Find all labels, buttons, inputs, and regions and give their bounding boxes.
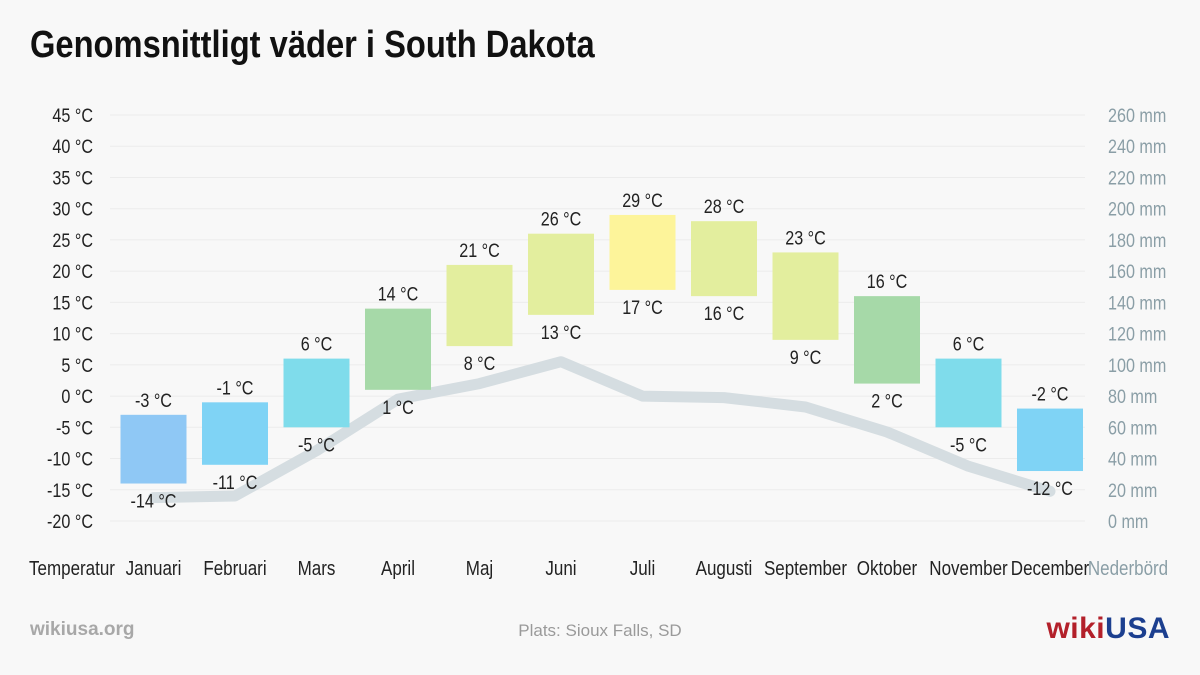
- high-temp-label: 21 °C: [459, 240, 500, 262]
- temp-tick-label: -20 °C: [47, 511, 93, 533]
- temp-tick-label: 5 °C: [61, 355, 93, 377]
- high-temp-label: 29 °C: [622, 190, 663, 212]
- low-temp-label: 17 °C: [622, 297, 663, 319]
- precip-tick-label: 180 mm: [1108, 230, 1166, 252]
- month-label: Januari: [126, 557, 182, 580]
- low-temp-label: 16 °C: [704, 303, 745, 325]
- month-label: November: [929, 557, 1007, 580]
- low-temp-label: 8 °C: [464, 353, 496, 375]
- grid-lines: [110, 114, 1085, 522]
- high-temp-label: -3 °C: [135, 390, 172, 412]
- temp-bar: [609, 214, 676, 290]
- precip-tick-label: 140 mm: [1108, 292, 1166, 314]
- high-temp-label: -1 °C: [217, 377, 254, 399]
- temp-tick-label: -5 °C: [56, 417, 93, 439]
- temp-bar: [935, 358, 1002, 428]
- low-temp-label: -12 °C: [1027, 478, 1073, 500]
- month-label: Augusti: [696, 557, 753, 580]
- low-temp-label: 9 °C: [790, 347, 822, 369]
- temp-tick-label: 45 °C: [52, 105, 93, 127]
- temp-bar: [283, 358, 350, 428]
- precip-tick-label: 60 mm: [1108, 417, 1157, 439]
- low-temp-label: -5 °C: [950, 434, 987, 456]
- month-label: Oktober: [857, 557, 917, 580]
- temp-tick-label: 20 °C: [52, 261, 93, 283]
- location-label: Plats: Sioux Falls, SD: [518, 621, 682, 640]
- high-temp-label: 6 °C: [953, 333, 985, 355]
- x-label-precipitation: Nederbörd: [1088, 557, 1168, 580]
- precip-tick-label: 160 mm: [1108, 261, 1166, 283]
- month-label: Juni: [545, 557, 576, 580]
- precip-tick-label: 260 mm: [1108, 105, 1166, 127]
- temp-tick-label: 0 °C: [61, 386, 93, 408]
- temp-tick-label: 25 °C: [52, 230, 93, 252]
- precipitation-layer: [148, 356, 1056, 504]
- temp-tick-label: 15 °C: [52, 292, 93, 314]
- temp-tick-label: 30 °C: [52, 198, 93, 220]
- precip-tick-label: 120 mm: [1108, 323, 1166, 345]
- temp-bar: [772, 252, 839, 340]
- month-label: April: [381, 557, 415, 580]
- temp-bar: [1017, 408, 1083, 472]
- high-temp-label: 23 °C: [785, 227, 826, 249]
- precip-tick-label: 240 mm: [1108, 136, 1166, 158]
- high-temp-label: 16 °C: [867, 271, 908, 293]
- low-temp-label: 13 °C: [541, 322, 582, 344]
- temp-bar: [365, 308, 431, 390]
- temp-bar: [528, 233, 594, 315]
- high-temp-label: -2 °C: [1032, 383, 1069, 405]
- high-temp-label: 26 °C: [541, 208, 582, 230]
- temp-bar: [691, 221, 757, 297]
- temperature-bars: [120, 214, 1083, 484]
- precip-tick-label: 100 mm: [1108, 355, 1166, 377]
- precip-tick-label: 20 mm: [1108, 480, 1157, 502]
- month-label: December: [1011, 557, 1089, 580]
- high-temp-label: 28 °C: [704, 196, 745, 218]
- precip-tick-label: 80 mm: [1108, 386, 1157, 408]
- temp-tick-label: -15 °C: [47, 480, 93, 502]
- site-name[interactable]: wikiusa.org: [30, 619, 135, 640]
- low-temp-label: -5 °C: [298, 434, 335, 456]
- temp-bar: [202, 402, 268, 465]
- precip-tick-label: 200 mm: [1108, 198, 1166, 220]
- low-temp-label: -11 °C: [213, 472, 258, 494]
- month-label: Juli: [630, 557, 656, 580]
- low-temp-label: 2 °C: [871, 390, 903, 412]
- temp-tick-label: 40 °C: [52, 136, 93, 158]
- chart-title: Genomsnittligt väder i South Dakota: [30, 24, 595, 66]
- temp-bar: [446, 264, 513, 347]
- temp-bar: [120, 414, 187, 484]
- precip-tick-label: 40 mm: [1108, 448, 1157, 470]
- month-label: Mars: [298, 557, 336, 580]
- low-temp-label: -14 °C: [131, 490, 177, 512]
- temp-bar: [854, 296, 920, 384]
- month-label: Maj: [466, 557, 493, 580]
- axis-labels: -20 °C -15 °C -10 °C -5 °C 0 °C 5 °C 10 °C 15 °…: [29, 105, 1168, 580]
- temp-tick-label: 35 °C: [52, 167, 93, 189]
- precipitation-line: [148, 356, 1056, 504]
- high-temp-label: 14 °C: [378, 283, 419, 305]
- precip-tick-label: 220 mm: [1108, 167, 1166, 189]
- low-temp-label: 1 °C: [382, 397, 414, 419]
- x-label-temperature: Temperatur: [29, 557, 115, 580]
- month-label: Februari: [203, 557, 266, 580]
- logo-part-usa: USA: [1105, 612, 1170, 645]
- value-labels: -3 °C -14 °C -1 °C -11 °C 6 °C -5 °C 14 °C 1 °C…: [131, 190, 1074, 512]
- logo-part-wiki: wiki: [1046, 612, 1106, 645]
- temp-tick-label: 10 °C: [52, 323, 93, 345]
- precip-tick-label: 0 mm: [1108, 511, 1148, 533]
- brand-logo[interactable]: wikiUSA: [1046, 612, 1170, 646]
- high-temp-label: 6 °C: [301, 333, 333, 355]
- temp-tick-label: -10 °C: [47, 448, 93, 470]
- month-label: September: [764, 557, 847, 580]
